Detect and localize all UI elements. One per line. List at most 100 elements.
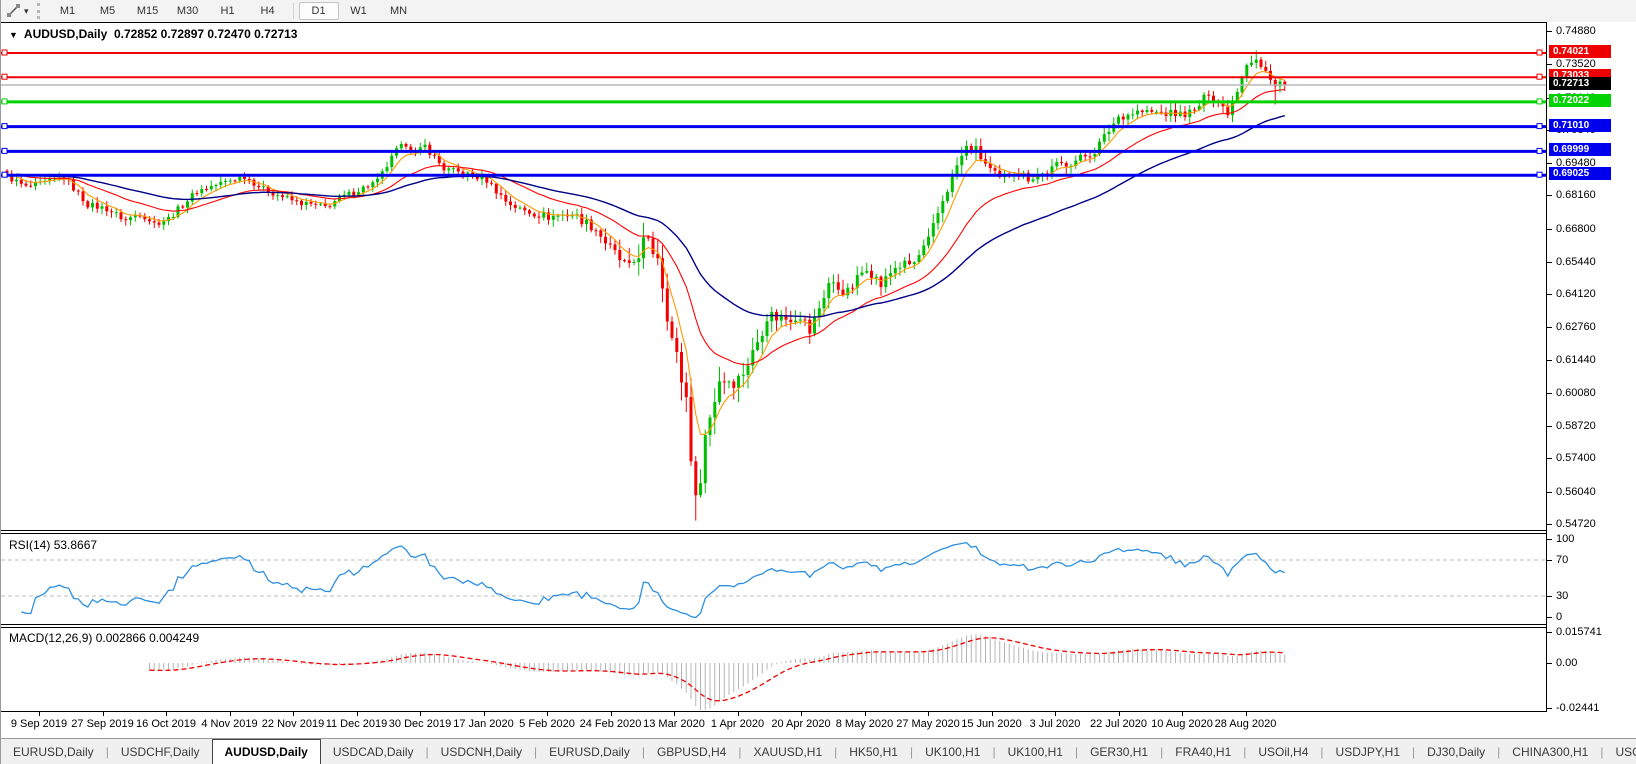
price-axis-border (1546, 22, 1547, 712)
chart-tab-eurusd-daily[interactable]: EURUSD,Daily (13, 744, 94, 759)
date-axis[interactable]: 9 Sep 2019 27 Sep 2019 16 Oct 2019 4 Nov 20… (1, 712, 1636, 738)
price-level-badge[interactable]: 0.69025 (1549, 167, 1611, 181)
chart-dropdown-icon[interactable]: ▼ (9, 30, 18, 40)
chart-tab-usoil-h4[interactable]: USOil,H4 (1258, 744, 1309, 759)
crosshair-tool-icon[interactable] (4, 2, 24, 20)
date-label: 1 Apr 2020 (710, 718, 765, 730)
date-label: 16 Oct 2019 (136, 718, 196, 730)
timeframe-button-mn[interactable]: MN (389, 5, 408, 17)
tab-separator: | (1412, 744, 1416, 759)
tab-separator: | (738, 744, 742, 759)
main-chart-area[interactable] (1, 23, 1546, 530)
date-tick-mark (356, 712, 358, 716)
price-tick-mark (1547, 524, 1552, 525)
chart-tab-usoil-h1[interactable]: USOil,H1 (1615, 744, 1636, 759)
date-tick-mark (864, 712, 866, 716)
axis-tick-mark (1547, 560, 1552, 561)
macd-indicator-panel[interactable] (1, 628, 1546, 711)
macd-label: MACD(12,26,9) 0.002866 0.004249 (9, 631, 199, 645)
price-tick-label: 0.65440 (1556, 255, 1596, 268)
date-label: 17 Jan 2020 (453, 718, 514, 730)
chart-tab-china300-h1[interactable]: CHINA300,H1 (1512, 744, 1589, 759)
price-level-badge[interactable]: 0.69999 (1549, 143, 1611, 157)
axis-tick-mark (1547, 596, 1552, 597)
date-label: 8 May 2020 (835, 718, 894, 730)
price-tick-mark (1547, 228, 1552, 230)
price-level-badge[interactable]: 0.74021 (1549, 45, 1611, 58)
ma-fast-line[interactable] (16, 71, 1285, 436)
timeframe-button-m5[interactable]: M5 (99, 5, 116, 17)
chart-tab-usdjpy-h1[interactable]: USDJPY,H1 (1335, 744, 1401, 759)
rsi-indicator-panel[interactable] (1, 534, 1546, 624)
date-tick-mark (102, 712, 104, 716)
ma-slow-line[interactable] (16, 115, 1285, 318)
chart-tab-ger30-h1[interactable]: GER30,H1 (1090, 744, 1149, 759)
price-tick-mark (1547, 163, 1552, 165)
chart-tab-eurusd-daily[interactable]: EURUSD,Daily (549, 744, 630, 759)
timeframe-button-m1[interactable]: M1 (59, 5, 76, 17)
chart-tab-fra40-h1[interactable]: FRA40,H1 (1175, 744, 1232, 759)
price-level-badge[interactable]: 0.72022 (1549, 93, 1611, 107)
chart-tab-audusd-daily[interactable]: AUDUSD,Daily (211, 739, 321, 764)
rsi-macd-separator[interactable] (1, 624, 1636, 625)
date-label: 27 Sep 2019 (71, 718, 134, 730)
timeframe-button-h1[interactable]: H1 (220, 5, 235, 17)
date-label: 5 Feb 2020 (519, 718, 575, 730)
price-level-badge[interactable]: 0.71010 (1549, 118, 1611, 132)
price-tick-label: 0.74880 (1556, 25, 1596, 37)
price-tick-label: 0.66800 (1556, 222, 1596, 235)
axis-tick-mark (1547, 708, 1552, 709)
date-label: 22 Jul 2020 (1090, 718, 1147, 730)
timeframe-button-m30[interactable]: M30 (176, 5, 199, 17)
date-label: 13 Mar 2020 (643, 718, 705, 730)
ma-medium-line[interactable] (16, 89, 1285, 366)
tab-separator: | (834, 744, 838, 759)
date-tick-mark (483, 712, 485, 716)
timeframe-button-m15[interactable]: M15 (136, 5, 159, 17)
price-tick-mark (1547, 261, 1552, 263)
price-tick-mark (1547, 195, 1552, 197)
timeframe-button-d1[interactable]: D1 (298, 2, 339, 20)
price-axis[interactable]: 0.748800.735200.721400.708400.694800.681… (1547, 22, 1636, 714)
macd-plot[interactable] (1, 628, 1546, 711)
horizontal-level-line-0.69999[interactable] (1, 147, 1546, 154)
candlestick-plot[interactable] (1, 23, 1546, 530)
tab-separator: | (534, 744, 538, 759)
horizontal-level-line-0.69025[interactable] (1, 171, 1546, 178)
date-tick-mark (420, 712, 421, 716)
horizontal-level-line-0.73033[interactable] (1, 73, 1546, 80)
price-tick-mark (1547, 491, 1552, 493)
chart-tab-usdchf-daily[interactable]: USDCHF,Daily (120, 744, 200, 759)
axis-tick-mark (1547, 632, 1552, 633)
macd-tick-label: -0.02441 (1556, 702, 1600, 714)
chart-tab-dj30-daily[interactable]: DJ30,Daily (1427, 744, 1486, 759)
price-level-badge[interactable]: 0.72713 (1549, 76, 1611, 90)
chart-tab-xauusd-h1[interactable]: XAUUSD,H1 (753, 744, 823, 759)
horizontal-level-line-0.74021[interactable] (1, 49, 1546, 56)
chart-tab-gbpusd-h4[interactable]: GBPUSD,H4 (656, 744, 727, 759)
date-label: 4 Nov 2019 (201, 718, 258, 730)
toolbar-grip-handle[interactable] (36, 3, 40, 19)
date-label: 15 Jun 2020 (961, 718, 1022, 730)
rsi-plot[interactable] (1, 534, 1546, 624)
rsi-line (21, 541, 1286, 619)
timeframe-button-w1[interactable]: W1 (350, 5, 367, 17)
chart-tab-hk50-h1[interactable]: HK50,H1 (849, 744, 898, 759)
chart-tab-usdcad-daily[interactable]: USDCAD,Daily (332, 744, 414, 759)
price-tick-label: 0.57400 (1556, 452, 1596, 465)
chart-tab-usdcnh-daily[interactable]: USDCNH,Daily (440, 744, 523, 759)
timeframe-button-h4[interactable]: H4 (260, 5, 275, 17)
price-tick-mark (1547, 359, 1552, 361)
price-tick-mark (1547, 392, 1552, 394)
timeframe-buttons: M1 M5 M15 M30 H1 H4 D1 W1 MN (48, 2, 419, 20)
chart-tab-uk100-h1[interactable]: UK100,H1 (925, 744, 981, 759)
main-rsi-separator[interactable] (1, 530, 1636, 531)
chart-title: ▼ AUDUSD,Daily 0.72852 0.72897 0.72470 0.… (9, 27, 297, 41)
tool-dropdown-caret-icon[interactable]: ▾ (24, 5, 29, 16)
axis-tick-mark (1547, 617, 1552, 618)
price-tick-label: 0.64120 (1556, 288, 1596, 301)
horizontal-level-line-0.72022[interactable] (1, 98, 1546, 105)
chart-tab-uk100-h1[interactable]: UK100,H1 (1007, 744, 1063, 759)
horizontal-level-line-0.7101[interactable] (1, 123, 1546, 130)
tab-separator: | (1160, 744, 1164, 759)
